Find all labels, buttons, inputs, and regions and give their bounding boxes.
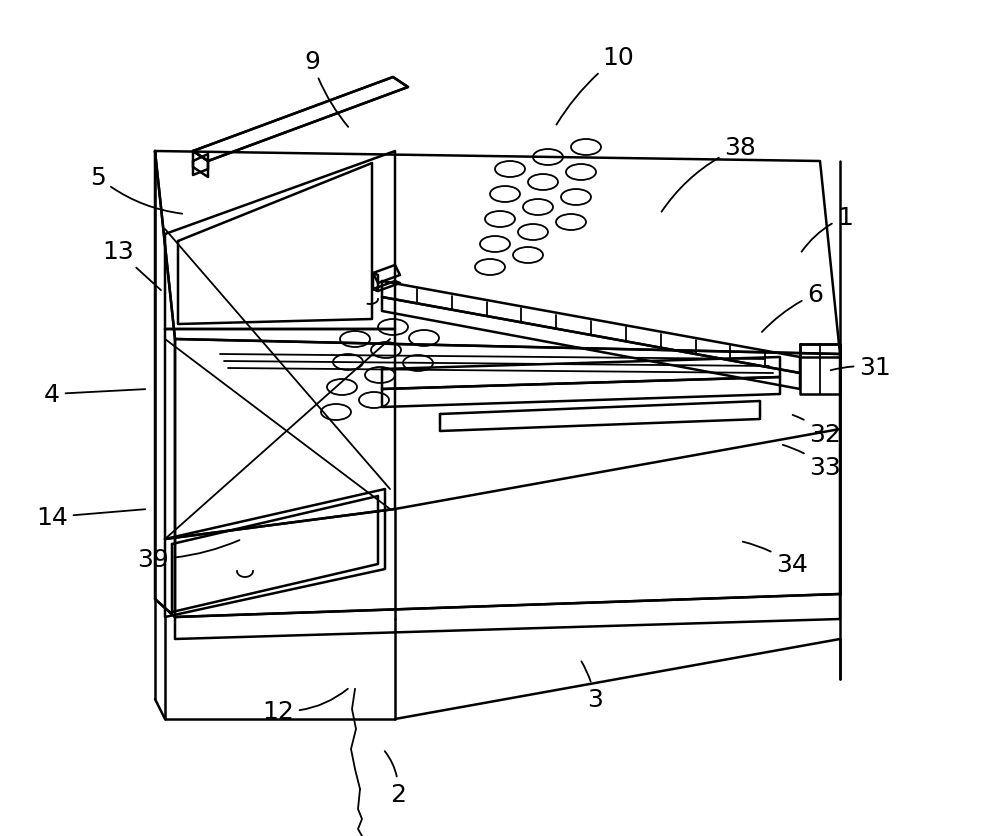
- Text: 10: 10: [556, 46, 634, 125]
- Text: 4: 4: [44, 383, 145, 406]
- Text: 13: 13: [102, 240, 161, 291]
- Text: 34: 34: [743, 542, 808, 576]
- Text: 14: 14: [36, 506, 145, 529]
- Text: 6: 6: [762, 283, 823, 333]
- Text: 38: 38: [662, 135, 756, 212]
- Text: 1: 1: [802, 206, 853, 252]
- Text: 2: 2: [385, 752, 406, 806]
- Text: 12: 12: [262, 689, 348, 723]
- Text: 3: 3: [581, 661, 603, 711]
- Text: 33: 33: [783, 446, 841, 479]
- Text: 32: 32: [793, 415, 841, 446]
- Text: 9: 9: [304, 50, 348, 128]
- Text: 5: 5: [90, 166, 182, 214]
- Text: 39: 39: [137, 540, 239, 571]
- Text: 31: 31: [831, 355, 891, 380]
